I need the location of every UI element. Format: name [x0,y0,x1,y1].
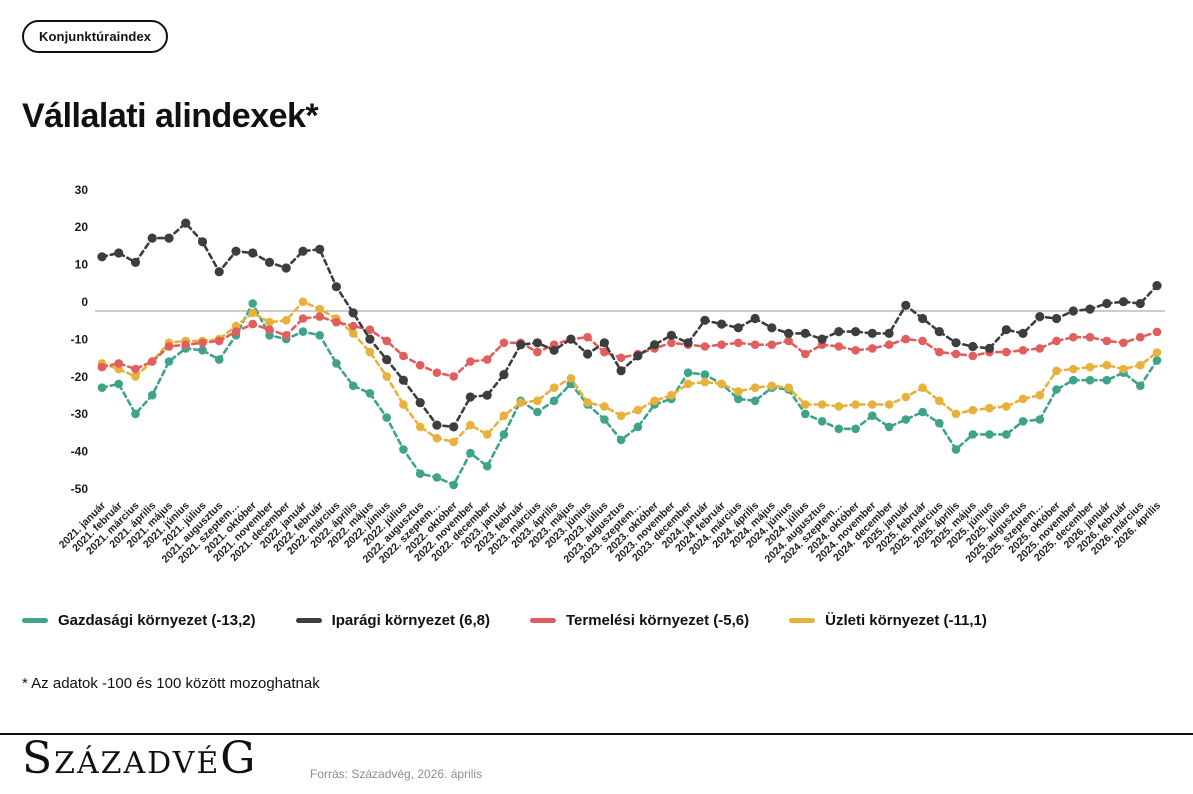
badge-label: Konjunktúraindex [39,29,152,44]
svg-text:20: 20 [75,220,89,234]
svg-text:10: 10 [75,258,89,272]
page-title: Vállalati alindexek* [22,96,319,135]
source-note: Forrás: Századvég, 2026. április [310,767,483,781]
line-chart: 30 20 10 0 -10 -20 -30 -40 -50 2021. január 2021. … [0,165,1193,610]
logo-letters-middle: ZÁZADVÉ [54,746,221,781]
logo-letter-last: G [220,733,258,784]
legend-swatch-dark [295,618,322,623]
legend-label: Iparági környezet (6,8) [331,612,490,629]
legend-item-termelesi: Termelési környezet (-5,6) [529,612,750,629]
svg-text:-10: -10 [71,332,89,346]
svg-text:30: 30 [75,183,89,197]
svg-text:-20: -20 [71,370,89,384]
logo-letter-first: S [22,733,55,784]
svg-text:-30: -30 [71,407,89,421]
szazadveg-logo: SZÁZADVÉG [22,736,257,791]
chart-legend: Gazdasági környezet (-13,2) Iparági körn… [22,612,987,629]
legend-label: Üzleti környezet (-11,1) [825,612,987,629]
legend-label: Termelési környezet (-5,6) [565,612,750,629]
legend-swatch-yellow [789,618,816,623]
konjunkturaindex-badge: Konjunktúraindex [22,20,169,53]
legend-item-uzleti: Üzleti környezet (-11,1) [789,612,987,629]
legend-swatch-teal [22,618,48,623]
legend-label: Gazdasági környezet (-13,2) [58,612,256,629]
chart-footnote: * Az adatok -100 és 100 között mozoghatn… [22,675,320,692]
svg-text:-50: -50 [71,482,89,496]
svg-text:-40: -40 [71,445,89,459]
svg-text:0: 0 [81,295,88,309]
legend-swatch-red [529,618,556,623]
footer-divider [0,733,1193,735]
legend-item-gazdasagi: Gazdasági környezet (-13,2) [22,612,256,629]
legend-item-iparagi: Iparági környezet (6,8) [295,612,490,629]
